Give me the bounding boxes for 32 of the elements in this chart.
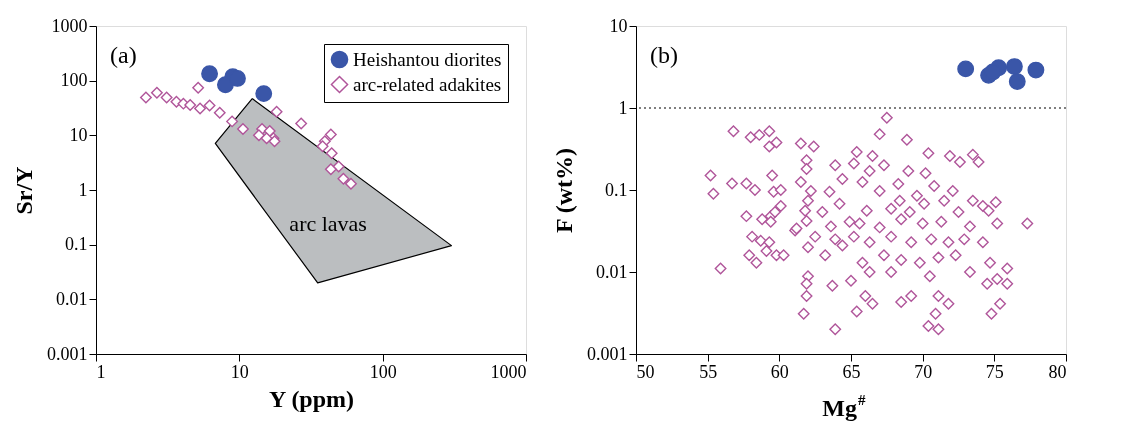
x-tick-label: 1000 [490, 361, 527, 382]
y-axis-title: Sr/Y [11, 166, 37, 215]
y-tick-label: 0.1 [65, 234, 88, 255]
x-axis-title: Y (ppm) [268, 385, 355, 412]
x-tick-label: 50 [636, 361, 655, 382]
x-tick-label: 70 [914, 361, 933, 382]
x-tick-label: 60 [770, 361, 789, 382]
x-tick-label: 10 [230, 361, 249, 382]
y-tick-label: 100 [60, 70, 88, 91]
annotation: (b) [650, 42, 678, 68]
x-tick-label: 75 [985, 361, 1004, 382]
legend-label: Heishantou diorites [353, 48, 502, 70]
x-axis-title: Mg# [822, 392, 866, 421]
x-tick-label: 1 [96, 361, 106, 382]
y-tick-label: 10 [609, 15, 628, 36]
y-axis-title: F (wt%) [551, 147, 577, 234]
y-tick-label: 0.001 [587, 343, 628, 364]
x-tick-label: 100 [369, 361, 397, 382]
x-tick-label: 55 [699, 361, 718, 382]
y-tick-label: 1000 [51, 15, 88, 36]
annotation: arc lavas [289, 210, 367, 236]
y-tick-label: 1 [78, 179, 88, 200]
legend-label: arc-related adakites [353, 73, 502, 95]
annotation: (a) [110, 42, 137, 68]
y-tick-label: 1 [618, 97, 628, 118]
x-tick-label: 65 [842, 361, 861, 382]
y-tick-label: 0.001 [47, 343, 88, 364]
y-tick-label: 0.01 [596, 261, 628, 282]
y-tick-label: 0.1 [605, 179, 628, 200]
y-tick-label: 0.01 [56, 288, 88, 309]
y-tick-label: 10 [69, 124, 88, 145]
x-tick-label: 80 [1048, 361, 1067, 382]
